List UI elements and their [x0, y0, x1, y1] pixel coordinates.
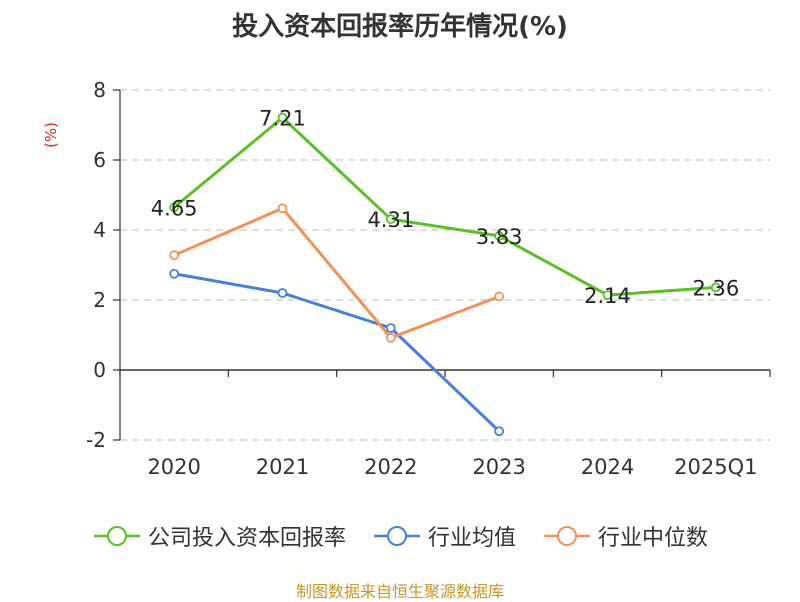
data-point: [385, 323, 396, 333]
series-line: [173, 116, 716, 297]
data-point: [169, 268, 180, 279]
legend-symbol: [93, 526, 140, 546]
y-tick-label: 4: [93, 218, 106, 242]
data-point: [169, 250, 180, 261]
data-point: [169, 202, 180, 213]
data-point: [494, 426, 505, 437]
data-point: [277, 112, 288, 123]
y-tick-label: 6: [93, 148, 106, 172]
data-point: [385, 332, 396, 343]
series-line: [173, 206, 500, 340]
data-point: [602, 290, 613, 301]
x-tick-label: 2022: [364, 455, 417, 479]
data-label: 2.14: [584, 284, 631, 308]
data-label: 7.21: [259, 107, 306, 131]
y-tick-label: -2: [86, 428, 106, 452]
y-tick-label: 8: [93, 78, 106, 102]
legend-item: 行业均值: [372, 520, 516, 552]
y-tick-label: 0: [93, 358, 106, 382]
chart-title: 投入资本回报率历年情况(%): [232, 12, 568, 42]
series-line: [173, 272, 501, 433]
x-tick-label: 2021: [256, 455, 309, 479]
data-label: 2.36: [692, 276, 739, 300]
legend-label: 行业中位数: [598, 526, 709, 551]
y-tick-label: 2: [93, 288, 106, 312]
legend-item: 行业中位数: [542, 520, 708, 552]
legend: 公司投入资本回报率 行业均值 行业中位数: [0, 520, 800, 552]
legend-label: 行业均值: [427, 526, 516, 551]
x-tick-label: 2024: [581, 455, 634, 479]
legend-item: 公司投入资本回报率: [92, 520, 346, 552]
x-tick-label: 2025Q1: [674, 455, 757, 479]
data-label: 4.31: [367, 208, 414, 232]
legend-symbol: [373, 526, 420, 546]
data-label: 3.83: [476, 225, 523, 249]
data-point: [385, 214, 396, 225]
data-point: [277, 288, 288, 298]
data-point: [710, 282, 721, 293]
x-tick-label: 2020: [147, 455, 200, 479]
legend-symbol: [544, 526, 590, 546]
data-point: [494, 231, 505, 241]
x-tick-label: 2023: [472, 455, 525, 479]
data-label: 4.65: [151, 196, 198, 220]
source-note: 制图数据来自恒生聚源数据库: [295, 582, 504, 601]
legend-label: 公司投入资本回报率: [147, 526, 346, 551]
data-point: [494, 291, 505, 302]
data-point: [277, 203, 288, 214]
